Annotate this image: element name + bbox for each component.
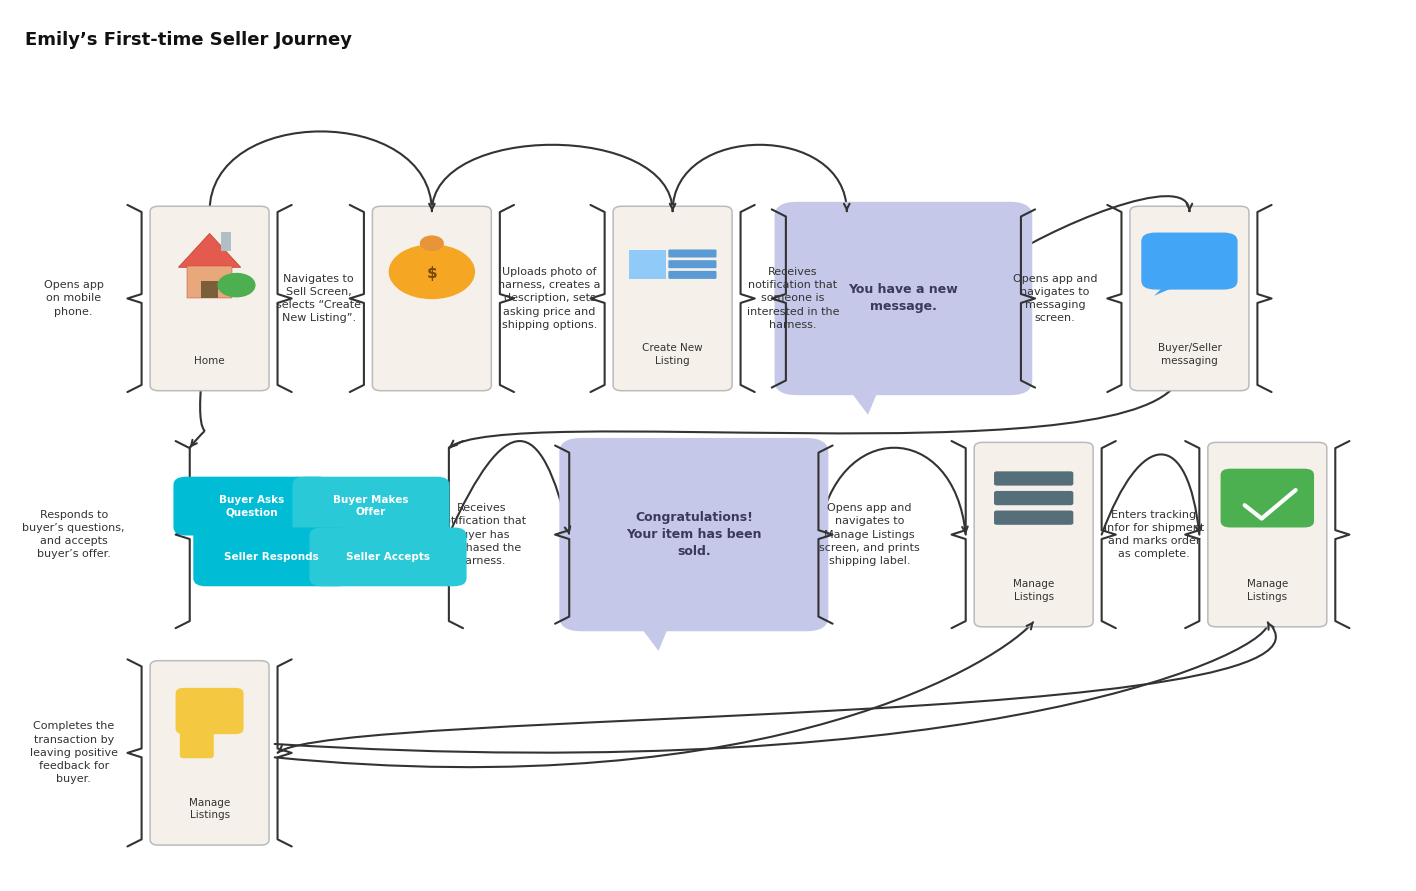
Text: Enters tracking
infor for shipment
and marks order
as complete.: Enters tracking infor for shipment and m… bbox=[1104, 510, 1204, 560]
Text: Opens app and
navigates to
messaging
screen.: Opens app and navigates to messaging scr… bbox=[1012, 274, 1097, 323]
FancyBboxPatch shape bbox=[613, 207, 732, 390]
FancyBboxPatch shape bbox=[309, 527, 467, 586]
Text: Home: Home bbox=[194, 356, 225, 366]
FancyBboxPatch shape bbox=[974, 442, 1093, 627]
Text: Create New
Listing: Create New Listing bbox=[643, 343, 702, 366]
Text: Congratulations!
Your item has been
sold.: Congratulations! Your item has been sold… bbox=[626, 511, 762, 558]
FancyBboxPatch shape bbox=[559, 438, 828, 632]
FancyBboxPatch shape bbox=[176, 688, 244, 734]
Text: Completes the
transaction by
leaving positive
feedback for
buyer.: Completes the transaction by leaving pos… bbox=[30, 722, 118, 784]
Text: Manage
Listings: Manage Listings bbox=[1246, 579, 1289, 602]
FancyBboxPatch shape bbox=[994, 491, 1073, 505]
FancyBboxPatch shape bbox=[187, 266, 232, 298]
FancyBboxPatch shape bbox=[1208, 442, 1327, 627]
Text: You have a new
message.: You have a new message. bbox=[848, 283, 959, 314]
Text: Responds to
buyer’s questions,
and accepts
buyer’s offer.: Responds to buyer’s questions, and accep… bbox=[23, 510, 125, 560]
Text: Uploads photo of
harness, creates a
description, sets
asking price and
shipping : Uploads photo of harness, creates a desc… bbox=[498, 267, 600, 330]
FancyBboxPatch shape bbox=[372, 207, 491, 390]
Text: Seller Accepts: Seller Accepts bbox=[346, 552, 430, 562]
Polygon shape bbox=[1154, 281, 1189, 296]
Text: Manage
Listings: Manage Listings bbox=[188, 797, 231, 820]
FancyBboxPatch shape bbox=[668, 249, 716, 257]
FancyBboxPatch shape bbox=[180, 724, 214, 758]
Text: Opens app
on mobile
phone.: Opens app on mobile phone. bbox=[44, 281, 103, 316]
FancyBboxPatch shape bbox=[150, 207, 269, 390]
Text: Buyer Makes
Offer: Buyer Makes Offer bbox=[333, 495, 409, 517]
FancyBboxPatch shape bbox=[629, 250, 666, 279]
Text: Navigates to
Sell Screen,
selects “Create
New Listing”.: Navigates to Sell Screen, selects “Creat… bbox=[276, 274, 361, 323]
Text: Seller Responds: Seller Responds bbox=[225, 552, 319, 562]
Text: Receives
notification that
buyer has
purchased the
harness.: Receives notification that buyer has pur… bbox=[438, 503, 525, 566]
Text: $: $ bbox=[426, 266, 438, 281]
FancyBboxPatch shape bbox=[994, 511, 1073, 525]
FancyBboxPatch shape bbox=[221, 232, 231, 251]
Text: Receives
notification that
someone is
interested in the
harness.: Receives notification that someone is in… bbox=[746, 267, 840, 330]
FancyBboxPatch shape bbox=[193, 527, 351, 586]
Polygon shape bbox=[843, 381, 882, 415]
FancyBboxPatch shape bbox=[668, 271, 716, 279]
Text: Buyer Asks
Question: Buyer Asks Question bbox=[219, 495, 285, 517]
FancyBboxPatch shape bbox=[1221, 469, 1314, 527]
FancyBboxPatch shape bbox=[1130, 207, 1249, 390]
FancyBboxPatch shape bbox=[994, 471, 1073, 486]
Text: Manage
Listings: Manage Listings bbox=[1012, 579, 1055, 602]
Polygon shape bbox=[633, 617, 673, 650]
Polygon shape bbox=[178, 233, 241, 267]
FancyBboxPatch shape bbox=[150, 661, 269, 845]
Text: Buyer/Seller
messaging: Buyer/Seller messaging bbox=[1157, 343, 1222, 366]
Circle shape bbox=[218, 274, 255, 297]
Text: Emily’s First-time Seller Journey: Emily’s First-time Seller Journey bbox=[25, 31, 353, 49]
FancyBboxPatch shape bbox=[292, 477, 450, 535]
FancyBboxPatch shape bbox=[668, 260, 716, 268]
FancyBboxPatch shape bbox=[174, 477, 331, 535]
Text: Opens app and
navigates to
Manage Listings
screen, and prints
shipping label.: Opens app and navigates to Manage Listin… bbox=[818, 503, 920, 566]
Circle shape bbox=[389, 245, 474, 298]
FancyBboxPatch shape bbox=[1141, 233, 1238, 290]
FancyBboxPatch shape bbox=[775, 202, 1032, 396]
FancyBboxPatch shape bbox=[201, 281, 218, 298]
Circle shape bbox=[421, 236, 443, 250]
